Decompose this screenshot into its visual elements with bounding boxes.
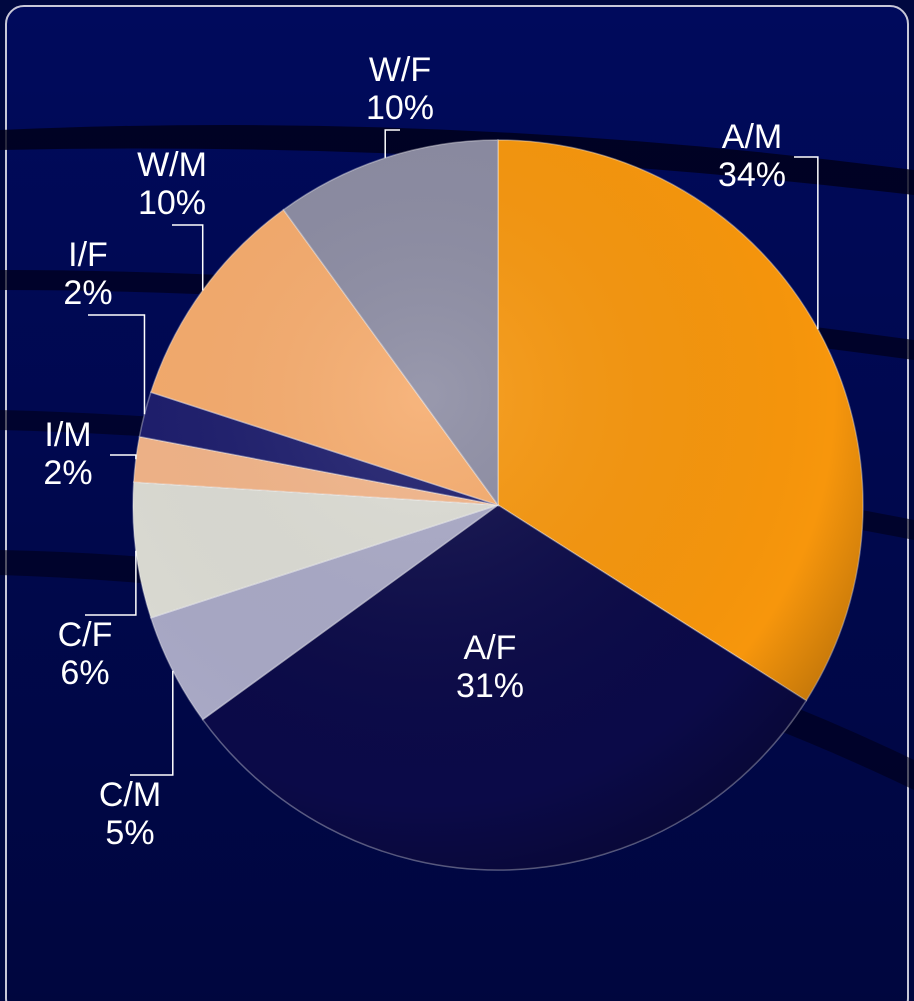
leader-line	[85, 550, 137, 616]
leader-line	[88, 314, 146, 415]
slice-label: I/F	[68, 236, 108, 274]
slice-label: W/F	[369, 51, 431, 89]
slice-value-label: 34%	[718, 156, 786, 194]
slice-label: W/M	[137, 146, 207, 184]
swoosh	[0, 550, 914, 790]
slice-value-label: 10%	[138, 184, 206, 222]
slice-value-label: 2%	[43, 454, 92, 492]
leader-line	[110, 454, 137, 460]
slice-value-label: 31%	[456, 667, 524, 705]
leader-line	[172, 224, 204, 291]
slice-value-label: 2%	[63, 274, 112, 312]
slice-label: C/F	[58, 616, 113, 654]
leader-line	[384, 129, 400, 158]
leader-line	[794, 156, 819, 330]
slice-label: A/F	[464, 629, 517, 667]
slice-label: A/M	[722, 118, 782, 156]
slice-label: C/M	[99, 776, 161, 814]
slice-value-label: 5%	[105, 814, 154, 852]
leader-line	[130, 670, 174, 776]
slice-label: I/M	[44, 416, 91, 454]
slice-value-label: 6%	[60, 654, 109, 692]
swoosh	[0, 410, 914, 540]
slice-value-label: 10%	[366, 89, 434, 127]
